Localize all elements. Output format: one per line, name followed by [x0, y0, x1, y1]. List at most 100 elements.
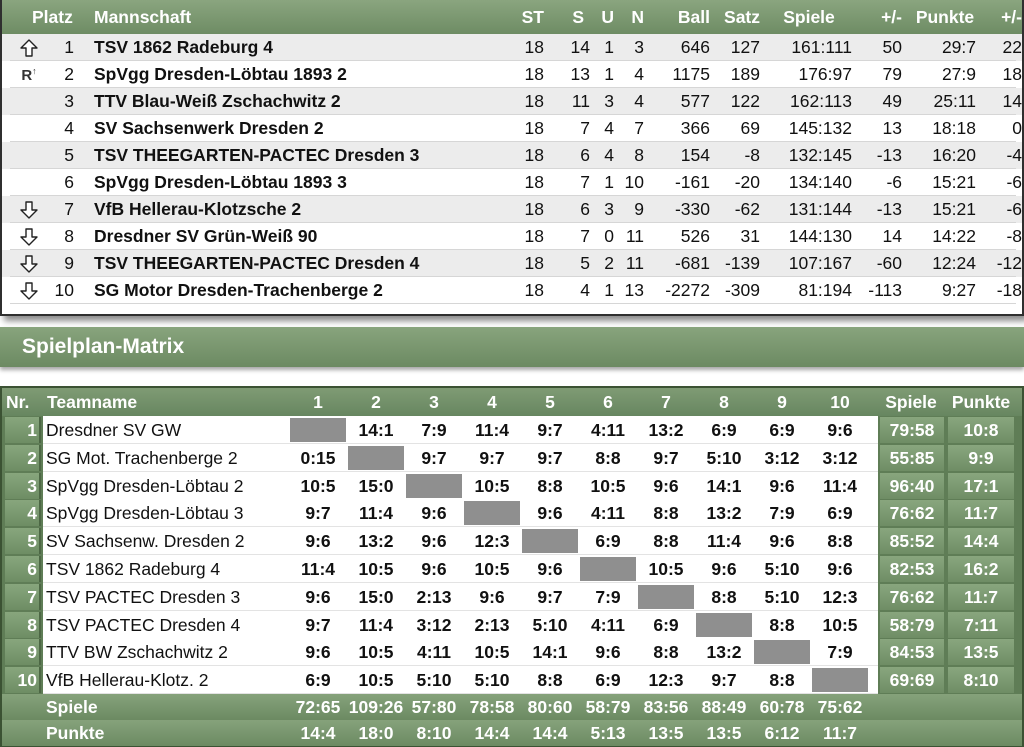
match-result[interactable]: 4:11	[590, 420, 626, 440]
match-result[interactable]: 10:5	[648, 559, 684, 579]
match-result[interactable]: 7:9	[827, 642, 853, 663]
match-result[interactable]: 12:3	[474, 531, 510, 552]
match-result[interactable]: 9:6	[537, 559, 563, 579]
match-result[interactable]: 9:7	[537, 447, 563, 468]
match-result[interactable]: 6:9	[305, 670, 331, 691]
match-result[interactable]: 8:8	[537, 670, 563, 691]
match-result[interactable]: 14:1	[532, 642, 568, 663]
match-result[interactable]: 5:10	[416, 670, 452, 691]
match-result[interactable]: 10:5	[474, 475, 510, 496]
match-result[interactable]: 8:8	[537, 475, 563, 496]
match-result[interactable]: 5:10	[706, 447, 742, 468]
header-diff-1[interactable]: +/-	[881, 7, 902, 27]
header-punkte[interactable]: Punkte	[915, 7, 975, 27]
match-result[interactable]: 4:11	[416, 642, 452, 663]
match-result[interactable]: 9:6	[653, 475, 679, 496]
match-result[interactable]: 9:7	[537, 586, 563, 607]
match-result[interactable]: 6:9	[769, 420, 795, 440]
header-st[interactable]: ST	[521, 7, 544, 27]
team-name[interactable]: Dresdner SV GW	[46, 420, 182, 440]
match-result[interactable]: 15:0	[358, 475, 394, 496]
match-result[interactable]: 8:8	[653, 642, 679, 663]
match-result[interactable]: 10:5	[822, 614, 858, 635]
team-name[interactable]: TTV BW Zschachwitz 2	[46, 642, 228, 663]
match-result[interactable]: 11:4	[358, 503, 394, 524]
header-ball[interactable]: Ball	[677, 7, 710, 27]
match-result[interactable]: 5:10	[532, 614, 568, 635]
match-result[interactable]: 9:6	[421, 559, 447, 579]
header-diff-2[interactable]: +/-	[1001, 7, 1022, 27]
cell-team[interactable]: TSV THEEGARTEN-PACTEC Dresden 4	[94, 253, 420, 273]
match-result[interactable]: 0:15	[300, 447, 336, 468]
match-result[interactable]: 9:6	[305, 642, 331, 663]
header-mannschaft[interactable]: Mannschaft	[94, 7, 192, 27]
match-result[interactable]: 8:8	[653, 503, 679, 524]
match-result[interactable]: 8:8	[711, 586, 737, 607]
match-result[interactable]: 3:12	[416, 614, 452, 635]
match-result[interactable]: 9:7	[537, 420, 563, 440]
match-result[interactable]: 8:8	[595, 447, 621, 468]
match-result[interactable]: 14:1	[706, 475, 742, 496]
match-result[interactable]: 8:8	[653, 531, 679, 552]
match-result[interactable]: 2:13	[416, 586, 452, 607]
match-result[interactable]: 9:6	[305, 586, 331, 607]
match-result[interactable]: 6:9	[653, 614, 679, 635]
match-result[interactable]: 9:7	[421, 447, 447, 468]
match-result[interactable]: 9:6	[711, 559, 737, 579]
match-result[interactable]: 11:4	[474, 420, 510, 440]
match-result[interactable]: 10:5	[474, 642, 510, 663]
match-result[interactable]: 13:2	[648, 420, 684, 440]
match-result[interactable]: 7:9	[595, 586, 621, 607]
header-platz[interactable]: Platz	[32, 7, 73, 27]
match-result[interactable]: 8:8	[769, 614, 795, 635]
cell-team[interactable]: SG Motor Dresden-Trachenberge 2	[94, 280, 383, 300]
match-result[interactable]: 8:8	[769, 670, 795, 691]
match-result[interactable]: 6:9	[711, 420, 737, 440]
header-satz[interactable]: Satz	[724, 7, 760, 27]
match-result[interactable]: 9:7	[711, 670, 737, 691]
match-result[interactable]: 9:6	[537, 503, 563, 524]
team-name[interactable]: SpVgg Dresden-Löbtau 3	[46, 503, 244, 524]
team-name[interactable]: SpVgg Dresden-Löbtau 2	[46, 475, 244, 496]
match-result[interactable]: 7:9	[421, 420, 447, 440]
match-result[interactable]: 9:6	[769, 475, 795, 496]
match-result[interactable]: 10:5	[358, 559, 394, 579]
match-result[interactable]: 13:2	[706, 503, 742, 524]
match-result[interactable]: 4:11	[590, 503, 626, 524]
match-result[interactable]: 12:3	[822, 586, 858, 607]
match-result[interactable]: 9:6	[827, 420, 853, 440]
header-n[interactable]: N	[631, 7, 644, 27]
match-result[interactable]: 2:13	[474, 614, 510, 635]
match-result[interactable]: 3:12	[764, 447, 800, 468]
cell-team[interactable]: SV Sachsenwerk Dresden 2	[94, 118, 324, 138]
cell-team[interactable]: TTV Blau-Weiß Zschachwitz 2	[94, 91, 341, 111]
cell-team[interactable]: VfB Hellerau-Klotzsche 2	[94, 199, 302, 219]
match-result[interactable]: 10:5	[358, 642, 394, 663]
match-result[interactable]: 9:6	[827, 559, 853, 579]
match-result[interactable]: 5:10	[764, 586, 800, 607]
match-result[interactable]: 11:4	[822, 475, 858, 496]
match-result[interactable]: 12:3	[648, 670, 684, 691]
match-result[interactable]: 10:5	[300, 475, 336, 496]
header-u[interactable]: U	[601, 7, 614, 27]
match-result[interactable]: 5:10	[474, 670, 510, 691]
match-result[interactable]: 5:10	[764, 559, 800, 579]
header-s[interactable]: S	[572, 7, 584, 27]
match-result[interactable]: 9:7	[479, 447, 505, 468]
team-name[interactable]: TSV PACTEC Dresden 3	[46, 586, 241, 607]
match-result[interactable]: 10:5	[474, 559, 510, 579]
match-result[interactable]: 15:0	[358, 586, 394, 607]
match-result[interactable]: 9:6	[421, 531, 447, 552]
match-result[interactable]: 9:6	[769, 531, 795, 552]
match-result[interactable]: 6:9	[595, 531, 621, 552]
match-result[interactable]: 9:7	[653, 447, 679, 468]
match-result[interactable]: 11:4	[706, 531, 742, 552]
match-result[interactable]: 9:7	[305, 614, 331, 635]
match-result[interactable]: 13:2	[706, 642, 742, 663]
match-result[interactable]: 14:1	[358, 420, 394, 440]
match-result[interactable]: 10:5	[358, 670, 394, 691]
match-result[interactable]: 11:4	[300, 559, 336, 579]
header-spiele[interactable]: Spiele	[783, 7, 835, 27]
match-result[interactable]: 8:8	[827, 531, 853, 552]
match-result[interactable]: 6:9	[595, 670, 621, 691]
